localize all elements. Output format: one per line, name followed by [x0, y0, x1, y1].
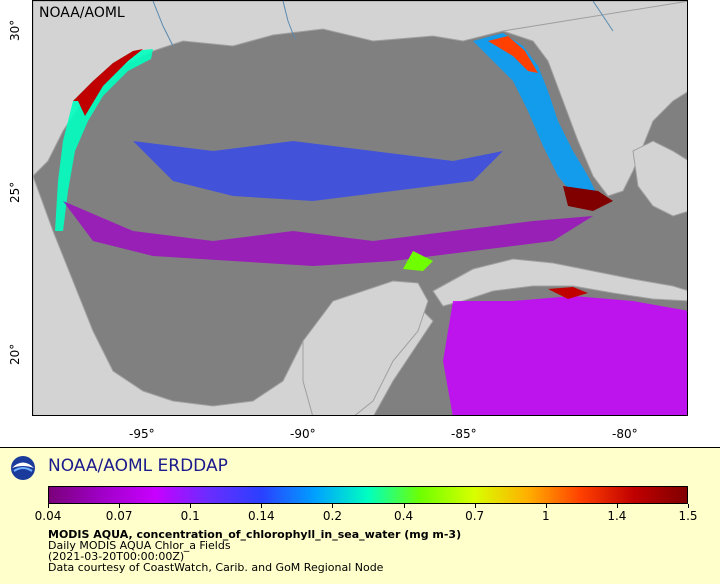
- legend-title: NOAA/AOML ERDDAP: [48, 456, 228, 476]
- colorbar-tick-label: 0.1: [180, 509, 200, 523]
- colorbar-tick-mark: [190, 504, 192, 508]
- legend-panel: NOAA/AOML ERDDAP 0.04 0.07 0.1 0.14 0.2 0.4 0.…: [0, 447, 720, 584]
- colorbar-tick-mark: [545, 504, 547, 508]
- texas-coastal-high: [73, 49, 143, 116]
- longitude-label: -95°: [129, 427, 155, 441]
- colorbar-tick-label: 0.04: [34, 509, 62, 523]
- colorbar-tick-mark: [474, 504, 476, 508]
- florida-bay-high: [563, 186, 613, 211]
- latitude-label: 25°: [8, 181, 22, 203]
- legend-time: (2021-03-20T00:00:00Z): [48, 550, 185, 563]
- atlantic-river: [592, 1, 614, 32]
- colorbar-tick-label: 1: [541, 509, 550, 523]
- colorbar-tick-mark: [616, 504, 618, 508]
- colorbar-tick-mark: [48, 504, 49, 508]
- colorbar-tick-label: 0.07: [105, 509, 133, 523]
- colorbar-tick-mark: [332, 504, 334, 508]
- latitude-label: 30°: [8, 19, 22, 41]
- map-agency-label: NOAA/AOML: [39, 5, 125, 21]
- legend-variable: MODIS AQUA, concentration_of_chlorophyll…: [48, 528, 462, 541]
- colorbar-tick-mark: [688, 504, 689, 508]
- cuba-coastal-high: [548, 287, 588, 299]
- chlorophyll-map: [33, 1, 687, 415]
- noaa-logo-icon: [11, 456, 35, 480]
- colorbar-tick-mark: [119, 504, 121, 508]
- colorbar-tick-mark: [403, 504, 405, 508]
- colorbar-tick-label: 1.4: [607, 509, 627, 523]
- colorbar: [48, 486, 688, 504]
- rivers: [152, 1, 614, 47]
- legend-credit: Data courtesy of CoastWatch, Carib. and …: [48, 561, 384, 574]
- colorbar-tick-label: 1.5: [678, 509, 698, 523]
- latitude-label: 20°: [8, 343, 22, 365]
- chlorophyll-patches: [55, 33, 687, 415]
- colorbar-tick-label: 0.4: [394, 509, 414, 523]
- florida-shelf-bloom: [473, 33, 598, 201]
- florida-big-bend-high: [488, 36, 538, 73]
- texas-river: [152, 1, 174, 47]
- cuba: [432, 258, 687, 307]
- northern-gulf-patch: [133, 141, 503, 201]
- colorbar-tick-mark: [261, 504, 263, 508]
- map-panel: NOAA/AOML: [32, 0, 688, 416]
- bahamas: [632, 140, 687, 217]
- yucatan-peninsula: [302, 280, 429, 415]
- mississippi-river: [282, 1, 296, 40]
- colorbar-tick-label: 0.7: [465, 509, 485, 523]
- longitude-label: -85°: [451, 427, 477, 441]
- legend-dataset: Daily MODIS AQUA Chlor_a Fields: [48, 539, 231, 552]
- colorbar-tick-label: 0.2: [322, 509, 342, 523]
- longitude-label: -90°: [290, 427, 316, 441]
- land-masses: [33, 1, 687, 415]
- caribbean-patch: [443, 296, 687, 415]
- central-gulf-patch: [63, 201, 593, 266]
- colorbar-tick-label: 0.14: [247, 509, 275, 523]
- longitude-label: -80°: [612, 427, 638, 441]
- yucatan-channel-bloom: [403, 251, 433, 271]
